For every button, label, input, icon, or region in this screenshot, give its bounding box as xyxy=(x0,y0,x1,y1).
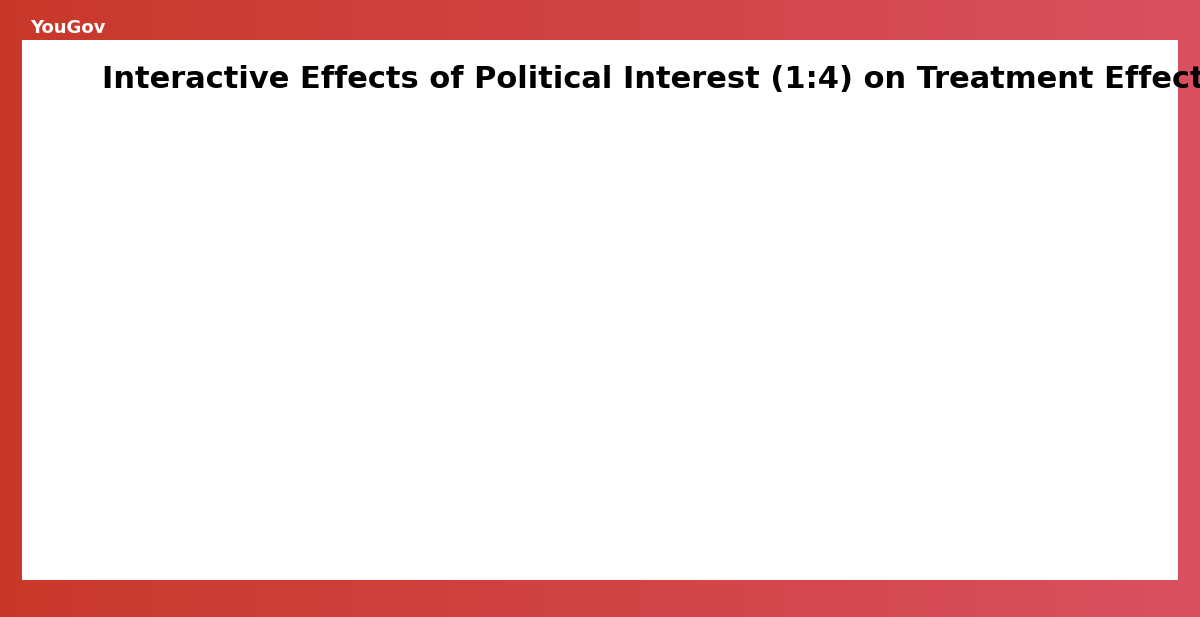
Text: Interactive Effects of Political Interest (1:4) on Treatment Effects: Interactive Effects of Political Interes… xyxy=(102,65,1200,94)
Text: YouGov: YouGov xyxy=(30,19,106,37)
Legend: Political facts/Affect (T2), Political facts (T1): Political facts/Affect (T2), Political f… xyxy=(452,115,838,141)
